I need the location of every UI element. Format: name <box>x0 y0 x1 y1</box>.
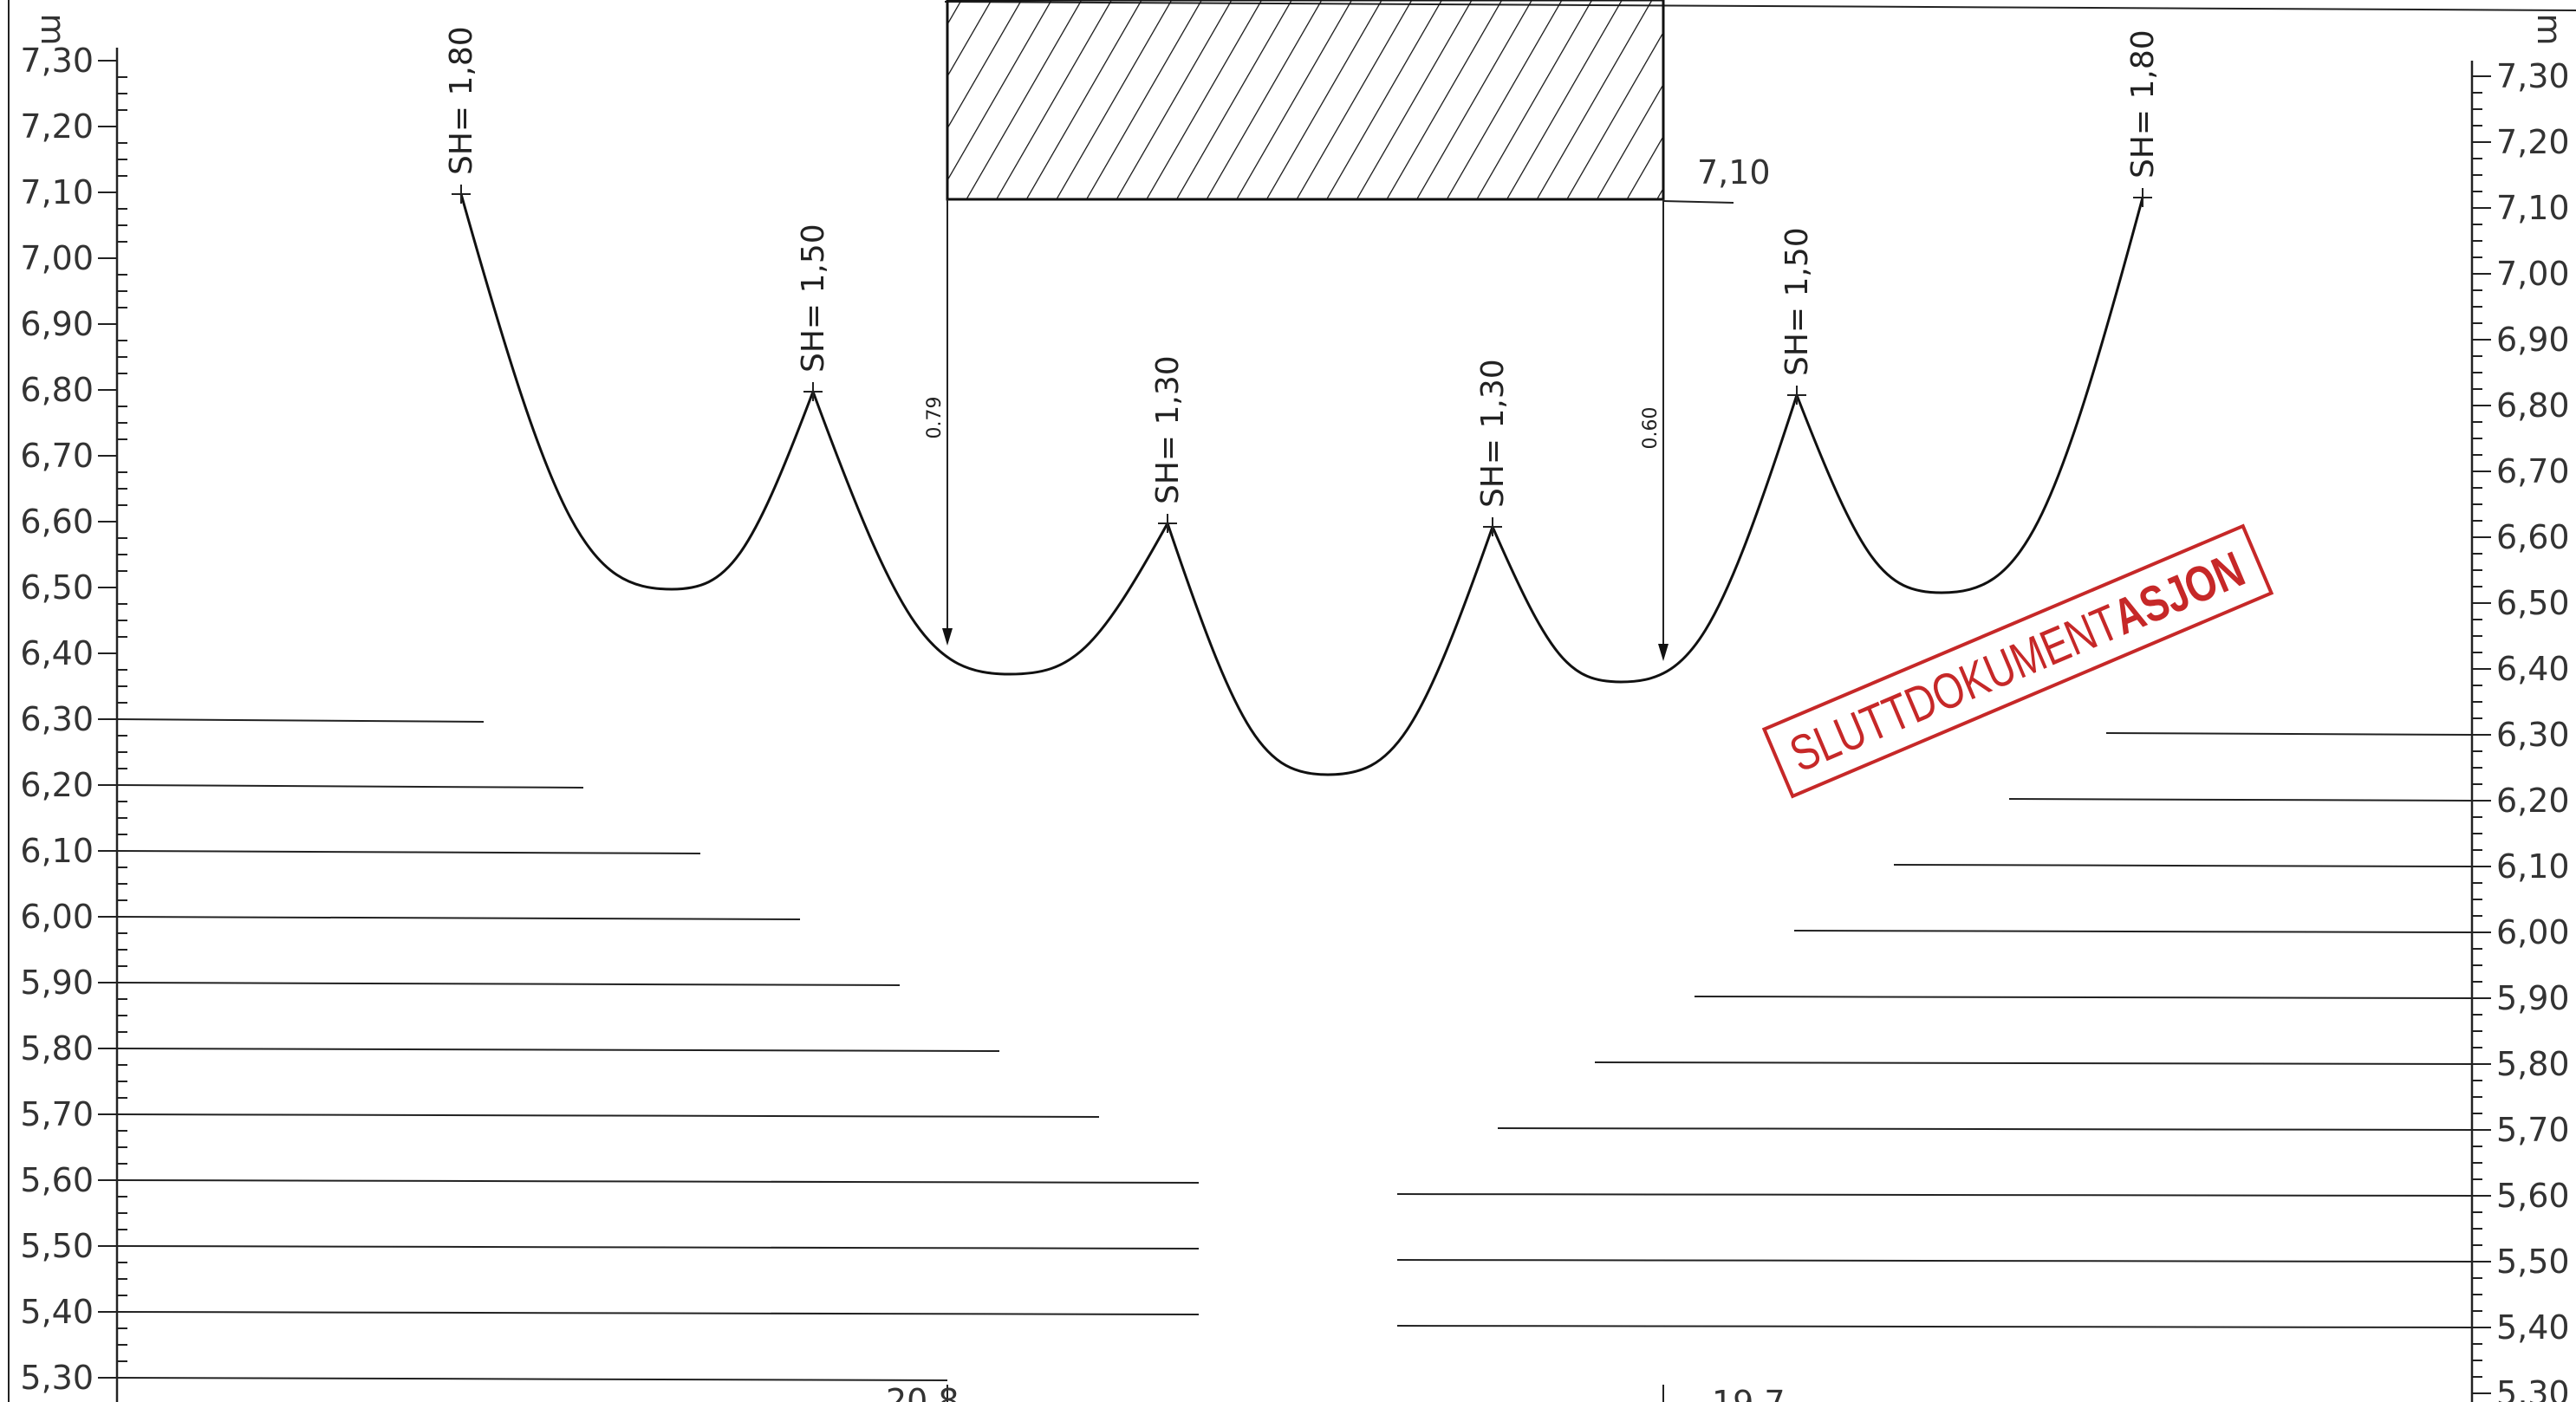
left-level-line <box>116 718 485 723</box>
left-clearance-label: 0.79 <box>924 397 946 439</box>
right-tick-label: 5,80 <box>2496 1045 2570 1083</box>
support-height-label: SH= 1,50 <box>796 224 831 373</box>
right-tick-label: 5,60 <box>2496 1177 2570 1215</box>
left-tick-label: 5,60 <box>20 1161 94 1199</box>
left-tick-label: 7,20 <box>20 107 94 146</box>
left-level-line <box>116 1245 1200 1249</box>
right-tick-label: 7,10 <box>2496 189 2570 227</box>
right-level-line <box>1594 1061 2473 1065</box>
left-tick-label: 5,70 <box>20 1095 94 1133</box>
conductor-sag-curve <box>459 193 2144 776</box>
support-height-label: SH= 1,50 <box>1779 227 1815 376</box>
left-level-line <box>116 850 701 854</box>
right-level-line <box>1694 996 2473 999</box>
left-level-line <box>116 1377 948 1381</box>
support-points: SH= 1,80 SH= 1,50 SH= 1,30 SH= 1,30 SH= 1,50… <box>444 26 2161 536</box>
left-tick-label: 6,90 <box>20 305 94 343</box>
left-tick-label: 6,20 <box>20 766 94 804</box>
right-clearance-label: 0.60 <box>1640 407 1662 450</box>
bottom-left-label: 20,8 <box>886 1382 959 1402</box>
right-axis-ticks: 7,30 7,20 7,10 7,00 6,90 6,80 6,70 6,60 6,50 6,40… <box>2472 57 2570 1402</box>
left-tick-label: 5,90 <box>20 964 94 1002</box>
right-tick-label: 6,60 <box>2496 518 2570 556</box>
left-clearance-arrowhead <box>942 628 953 646</box>
left-tick-label: 6,70 <box>20 437 94 475</box>
left-level-line <box>116 784 584 789</box>
left-level-line <box>116 1179 1200 1184</box>
svg-text:SLUTTDOKUMENTASJON: SLUTTDOKUMENTASJON <box>1782 541 2253 782</box>
right-tick-label: 6,30 <box>2496 716 2570 754</box>
elevation-level-lines <box>116 718 2473 1381</box>
left-level-line <box>116 982 901 986</box>
right-tick-label: 5,90 <box>2496 979 2570 1017</box>
left-tick-label: 5,80 <box>20 1029 94 1068</box>
support-height-label: SH= 1,80 <box>2125 29 2161 178</box>
left-axis-ticks: 7,30 7,20 7,10 7,00 6,90 6,80 6,70 6,60 6,50 6,40… <box>20 42 127 1397</box>
left-tick-label: 6,00 <box>20 898 94 936</box>
final-documentation-stamp: SLUTTDOKUMENTASJON <box>1761 523 2274 799</box>
left-tick-label: 5,30 <box>20 1359 94 1397</box>
left-tick-label: 6,40 <box>20 634 94 672</box>
right-tick-label: 5,50 <box>2496 1243 2570 1281</box>
right-tick-label: 6,20 <box>2496 782 2570 820</box>
right-tick-label: 6,90 <box>2496 321 2570 359</box>
left-tick-label: 7,00 <box>20 239 94 277</box>
left-tick-label: 7,30 <box>20 42 94 80</box>
right-tick-label: 7,30 <box>2496 57 2570 95</box>
right-tick-label: 6,70 <box>2496 452 2570 490</box>
left-unit-label: m <box>34 13 72 45</box>
right-level-line <box>1793 930 2473 933</box>
support-height-label: SH= 1,30 <box>1150 355 1186 504</box>
left-tick-label: 5,40 <box>20 1293 94 1331</box>
right-tick-label: 5,30 <box>2496 1374 2570 1402</box>
left-level-line <box>116 1113 1100 1118</box>
right-tick-label: 7,20 <box>2496 123 2570 161</box>
support-height-label: SH= 1,80 <box>444 26 479 175</box>
left-level-line <box>116 1311 1200 1315</box>
right-level-line <box>1396 1259 2473 1262</box>
bottom-right-label: 19,7 <box>1712 1384 1786 1402</box>
right-level-line <box>1893 864 2473 867</box>
right-unit-label: m <box>2530 13 2568 45</box>
left-tick-label: 5,50 <box>20 1227 94 1265</box>
right-tick-label: 6,80 <box>2496 386 2570 425</box>
right-clearance-arrowhead <box>1658 644 1669 661</box>
right-tick-label: 6,50 <box>2496 584 2570 622</box>
left-tick-label: 6,10 <box>20 832 94 870</box>
right-level-line <box>2008 798 2473 802</box>
left-level-line <box>116 916 801 920</box>
left-tick-label: 7,10 <box>20 173 94 211</box>
left-level-line <box>116 1048 1000 1052</box>
right-tick-label: 7,00 <box>2496 255 2570 293</box>
stamp-text-part-a: SLUTTDOKUMENT <box>1782 594 2127 782</box>
obstacle-elevation-label: 7,10 <box>1697 153 1771 191</box>
obstacle-bottom-extension <box>1662 200 1734 204</box>
left-tick-label: 6,50 <box>20 568 94 607</box>
left-tick-label: 6,60 <box>20 503 94 541</box>
right-level-line <box>2105 732 2473 736</box>
right-tick-label: 6,00 <box>2496 913 2570 951</box>
left-tick-label: 6,80 <box>20 371 94 409</box>
right-tick-label: 6,10 <box>2496 847 2570 886</box>
right-level-line <box>1396 1193 2473 1197</box>
right-level-line <box>1396 1325 2473 1328</box>
hatched-obstacle <box>946 0 1665 201</box>
right-tick-label: 6,40 <box>2496 650 2570 688</box>
right-tick-label: 5,70 <box>2496 1111 2570 1149</box>
right-tick-label: 5,40 <box>2496 1308 2570 1347</box>
stamp-text-part-b: ASJON <box>2105 541 2253 646</box>
left-tick-label: 6,30 <box>20 700 94 738</box>
support-height-label: SH= 1,30 <box>1475 359 1511 508</box>
right-level-line <box>1497 1127 2473 1131</box>
